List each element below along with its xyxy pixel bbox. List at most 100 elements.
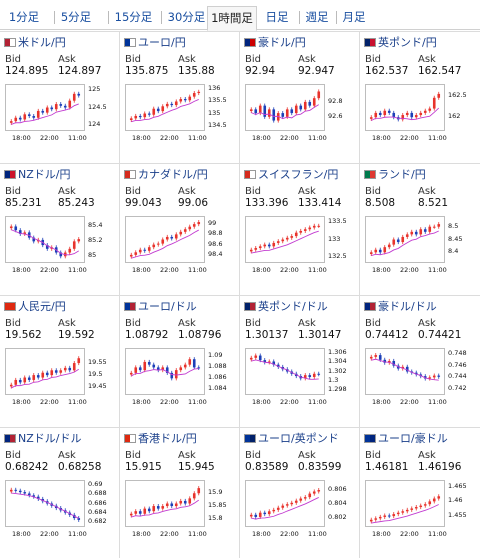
tab-3[interactable]: 30分足: [167, 10, 206, 24]
candle-body: [9, 384, 13, 387]
pair-title-link[interactable]: ランド/円: [364, 167, 426, 181]
candle-body: [374, 249, 378, 253]
pair-title-link[interactable]: 英ポンド/円: [364, 35, 437, 49]
tab-5[interactable]: 日足: [265, 10, 289, 24]
currency-panel[interactable]: NZドル/ドル Bid Ask 0.68242 0.68258 0.69 0.688 0.68…: [0, 428, 120, 560]
candle-body: [27, 493, 31, 496]
candle-body: [378, 355, 382, 360]
ask-value: 162.547: [418, 65, 462, 77]
candle-body: [18, 117, 22, 120]
tab-6[interactable]: 週足: [305, 10, 329, 24]
currency-panel[interactable]: 豪ドル/円 Bid Ask 92.94 92.947 92.8 92.6 18:00 22:00…: [240, 32, 360, 164]
currency-panel[interactable]: NZドル/円 Bid Ask 85.231 85.243 85.4 85.2 85 18:00 2…: [0, 164, 120, 296]
bid-label: Bid: [365, 54, 381, 65]
candle-body: [401, 511, 405, 513]
bid-label: Bid: [245, 318, 261, 329]
pair-title-link[interactable]: NZドル/ドル: [4, 431, 81, 445]
currency-panel[interactable]: 英ポンド/円 Bid Ask 162.537 162.547 162.5 162 18:00 2…: [360, 32, 480, 164]
candle-body: [18, 379, 22, 383]
currency-panel[interactable]: ユーロ/ドル Bid Ask 1.08792 1.08796 1.09 1.088 1.086…: [120, 296, 240, 428]
pair-title-link[interactable]: NZドル/円: [4, 167, 70, 181]
mini-chart[interactable]: [365, 348, 445, 395]
candle-body: [179, 231, 183, 235]
candle-body: [308, 493, 312, 498]
candle-body: [303, 229, 307, 231]
pair-title-link[interactable]: 英ポンド/ドル: [244, 299, 328, 313]
tab-2[interactable]: 15分足: [114, 10, 153, 24]
currency-panel[interactable]: 香港ドル/円 Bid Ask 15.915 15.945 15.9 15.85 15.8 18:…: [120, 428, 240, 560]
bid-value: 1.46181: [365, 461, 409, 473]
mini-chart[interactable]: [125, 84, 205, 131]
pair-title-link[interactable]: ユーロ/英ポンド: [244, 431, 339, 445]
candle-body: [156, 367, 160, 371]
candle-body: [254, 514, 258, 517]
currency-panel[interactable]: スイスフラン/円 Bid Ask 133.396 133.414 133.5 133 132.…: [240, 164, 360, 296]
x-tick-label: 11:00: [188, 530, 207, 538]
x-tick-label: 18:00: [372, 398, 391, 406]
pair-title-link[interactable]: 米ドル/円: [4, 35, 66, 49]
tab-7[interactable]: 月足: [342, 10, 366, 24]
tab-1[interactable]: 5分足: [60, 10, 92, 24]
candle-chart: [369, 222, 441, 257]
mini-chart[interactable]: [5, 216, 85, 263]
pair-title-link[interactable]: ユーロ/ドル: [124, 299, 197, 313]
mini-chart[interactable]: [365, 216, 445, 263]
x-tick-label: 22:00: [160, 266, 179, 274]
currency-panel[interactable]: 英ポンド/ドル Bid Ask 1.30137 1.30147 1.306 1.304 1.3…: [240, 296, 360, 428]
x-tick-label: 18:00: [12, 266, 31, 274]
mini-chart[interactable]: [5, 84, 85, 131]
mini-chart[interactable]: [5, 348, 85, 395]
candle-body: [254, 109, 258, 114]
y-tick-label: 0.748: [448, 348, 467, 357]
currency-panel[interactable]: カナダドル/円 Bid Ask 99.043 99.06 99 98.8 98.6 98.4 18…: [120, 164, 240, 296]
mini-chart[interactable]: [365, 480, 445, 527]
mini-chart[interactable]: [245, 480, 325, 527]
candle-body: [152, 506, 156, 512]
candle-body: [9, 226, 13, 229]
candle-body: [9, 121, 13, 123]
candle-body: [18, 490, 22, 493]
pair-title-link[interactable]: 人民元/円: [4, 299, 66, 313]
bid-value: 92.94: [245, 65, 276, 77]
y-tick-label: 8.4: [448, 247, 459, 256]
candle-body: [303, 101, 307, 110]
mini-chart[interactable]: [125, 348, 205, 395]
currency-panel[interactable]: ユーロ/英ポンド Bid Ask 0.83589 0.83599 0.806 0.804 0.…: [240, 428, 360, 560]
candle-body: [317, 490, 321, 492]
currency-panel[interactable]: 米ドル/円 Bid Ask 124.895 124.897 125 124.5 124 18:0…: [0, 32, 120, 164]
mini-chart[interactable]: [365, 84, 445, 131]
tab-0[interactable]: 1分足: [8, 10, 40, 24]
pair-title-link[interactable]: 豪ドル/ドル: [364, 299, 437, 313]
pair-title-link[interactable]: 豪ドル/円: [244, 35, 306, 49]
mini-chart[interactable]: [245, 84, 325, 131]
pair-title-link[interactable]: カナダドル/円: [124, 167, 208, 181]
candle-body: [188, 96, 192, 101]
pair-title-link[interactable]: 香港ドル/円: [124, 431, 197, 445]
y-tick-label: 19.5: [88, 370, 103, 379]
mini-chart[interactable]: [5, 480, 85, 527]
tab-4[interactable]: 1時間足: [207, 6, 257, 31]
candle-body: [170, 372, 174, 379]
currency-panel[interactable]: ランド/円 Bid Ask 8.508 8.521 8.5 8.45 8.4 18:00 22:0…: [360, 164, 480, 296]
y-tick-label: 8.5: [448, 221, 459, 230]
candle-body: [27, 114, 31, 117]
currency-panel[interactable]: 豪ドル/ドル Bid Ask 0.74412 0.74421 0.748 0.746 0.74…: [360, 296, 480, 428]
mini-chart[interactable]: [125, 480, 205, 527]
mini-chart[interactable]: [125, 216, 205, 263]
pair-title-link[interactable]: スイスフラン/円: [244, 167, 338, 181]
y-tick-label: 1.084: [208, 384, 227, 393]
candle-chart: [249, 353, 321, 381]
candle-body: [405, 509, 409, 512]
x-tick-label: 18:00: [132, 134, 151, 142]
flag-icon: [4, 37, 16, 47]
candle-body: [423, 376, 427, 379]
candle-body: [77, 358, 81, 364]
pair-title-link[interactable]: ユーロ/円: [124, 35, 186, 49]
mini-chart[interactable]: [245, 348, 325, 395]
currency-panel[interactable]: 人民元/円 Bid Ask 19.562 19.592 19.55 19.5 19.45 18:…: [0, 296, 120, 428]
currency-panel[interactable]: ユーロ/円 Bid Ask 135.875 135.88 136 135.5 135 134.5…: [120, 32, 240, 164]
mini-chart[interactable]: [245, 216, 325, 263]
pair-title-link[interactable]: ユーロ/豪ドル: [364, 431, 448, 445]
tab-separator: [299, 11, 300, 24]
currency-panel[interactable]: ユーロ/豪ドル Bid Ask 1.46181 1.46196 1.465 1.46 1.45…: [360, 428, 480, 560]
